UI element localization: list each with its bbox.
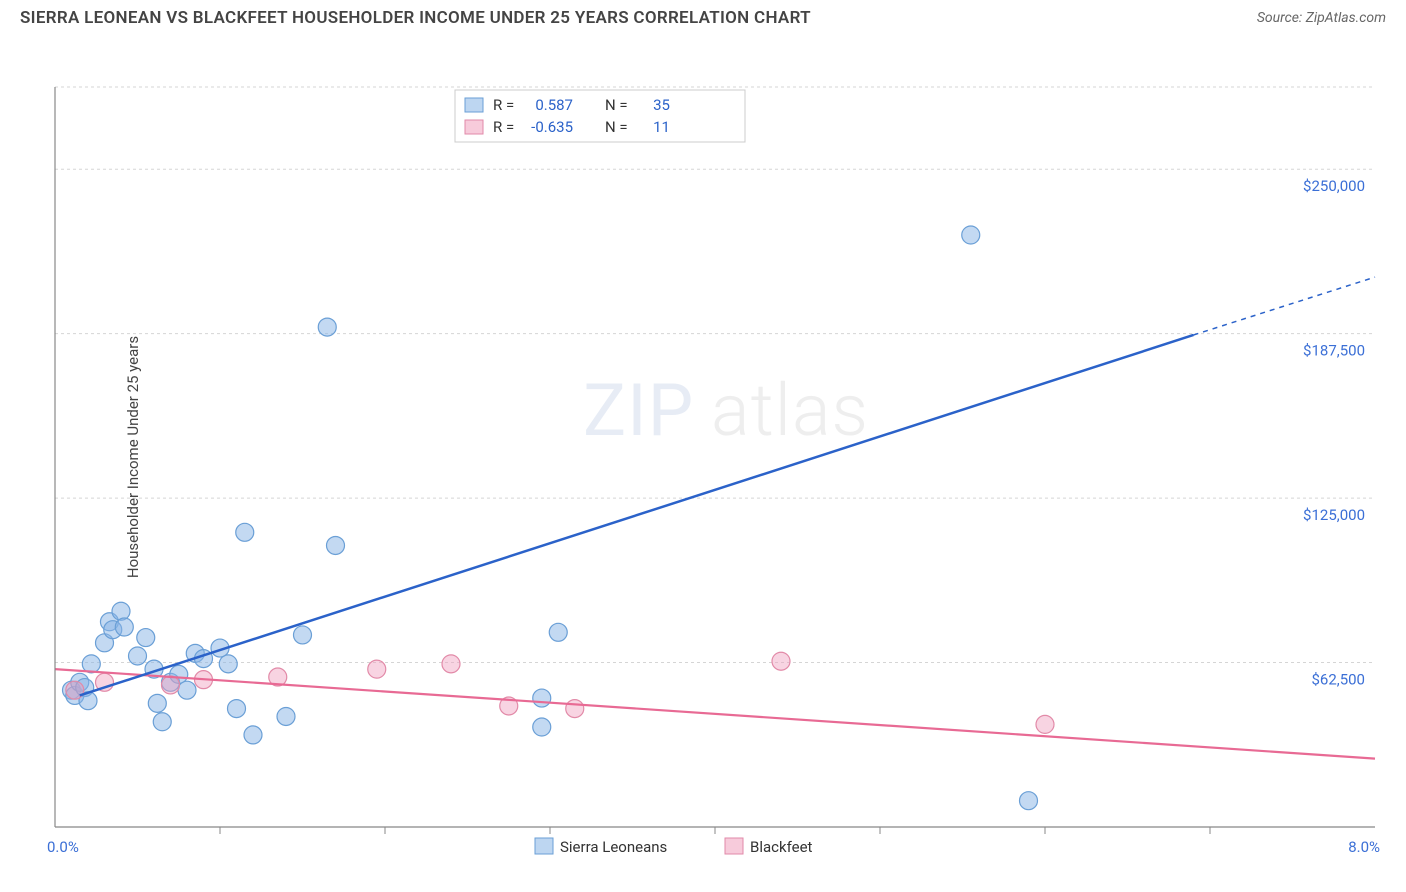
y-tick-label: $187,500 [1303,342,1365,360]
legend-label-blackfeet: Blackfeet [750,838,813,856]
legend-r-value-a: 0.587 [535,96,573,114]
legend-swatch-sierra-leoneans [465,98,483,112]
data-point [962,226,980,244]
y-tick-label: $125,000 [1303,506,1365,524]
chart-title: SIERRA LEONEAN VS BLACKFEET HOUSEHOLDER … [20,8,811,28]
data-point [228,700,246,718]
data-point [112,602,130,620]
data-point [533,718,551,736]
data-point [162,676,180,694]
legend-swatch-blackfeet [465,120,483,134]
data-point [277,707,295,725]
data-point [153,713,171,731]
legend-swatch-sierra-leoneans [535,838,553,854]
watermark: atlas [711,368,869,453]
trendline-sierra-leoneans-extrapolated [1194,277,1376,335]
x-axis-max-label: 8.0% [1348,838,1380,856]
data-point [442,655,460,673]
data-point [1036,715,1054,733]
data-point [318,318,336,336]
data-point [66,681,84,699]
data-point [137,629,155,647]
legend-n-label: N = [605,96,628,114]
legend-n-value-a: 35 [653,96,670,114]
data-point [294,626,312,644]
data-point [178,681,196,699]
data-point [566,700,584,718]
legend-r-label: R = [493,118,514,136]
trendline-blackfeet [55,669,1375,758]
chart-area: Householder Income Under 25 years $62,50… [0,32,1406,882]
data-point [148,694,166,712]
legend-n-label: N = [605,118,628,136]
legend-swatch-blackfeet [725,838,743,854]
scatter-chart: $62,500 $125,000 $187,500 $250,000 ZIPatlas 0… [0,32,1406,882]
y-axis-label: Householder Income Under 25 years [124,336,142,578]
data-point [549,623,567,641]
legend-n-value-b: 11 [653,118,670,136]
data-point [219,655,237,673]
data-point [533,689,551,707]
data-point [368,660,386,678]
data-point [129,647,147,665]
legend-r-label: R = [493,96,514,114]
data-point [772,652,790,670]
chart-header: SIERRA LEONEAN VS BLACKFEET HOUSEHOLDER … [0,0,1406,32]
data-point [115,618,133,636]
data-point [327,536,345,554]
data-point [1020,792,1038,810]
legend-label-sierra-leoneans: Sierra Leoneans [560,838,667,856]
legend-r-value-b: -0.635 [531,118,573,136]
y-tick-label: $250,000 [1303,177,1365,195]
x-axis-min-label: 0.0% [47,838,79,856]
data-point [236,523,254,541]
watermark: ZIP [583,368,694,453]
data-point [244,726,262,744]
y-tick-label: $62,500 [1311,671,1365,689]
chart-source: Source: ZipAtlas.com [1257,10,1386,26]
